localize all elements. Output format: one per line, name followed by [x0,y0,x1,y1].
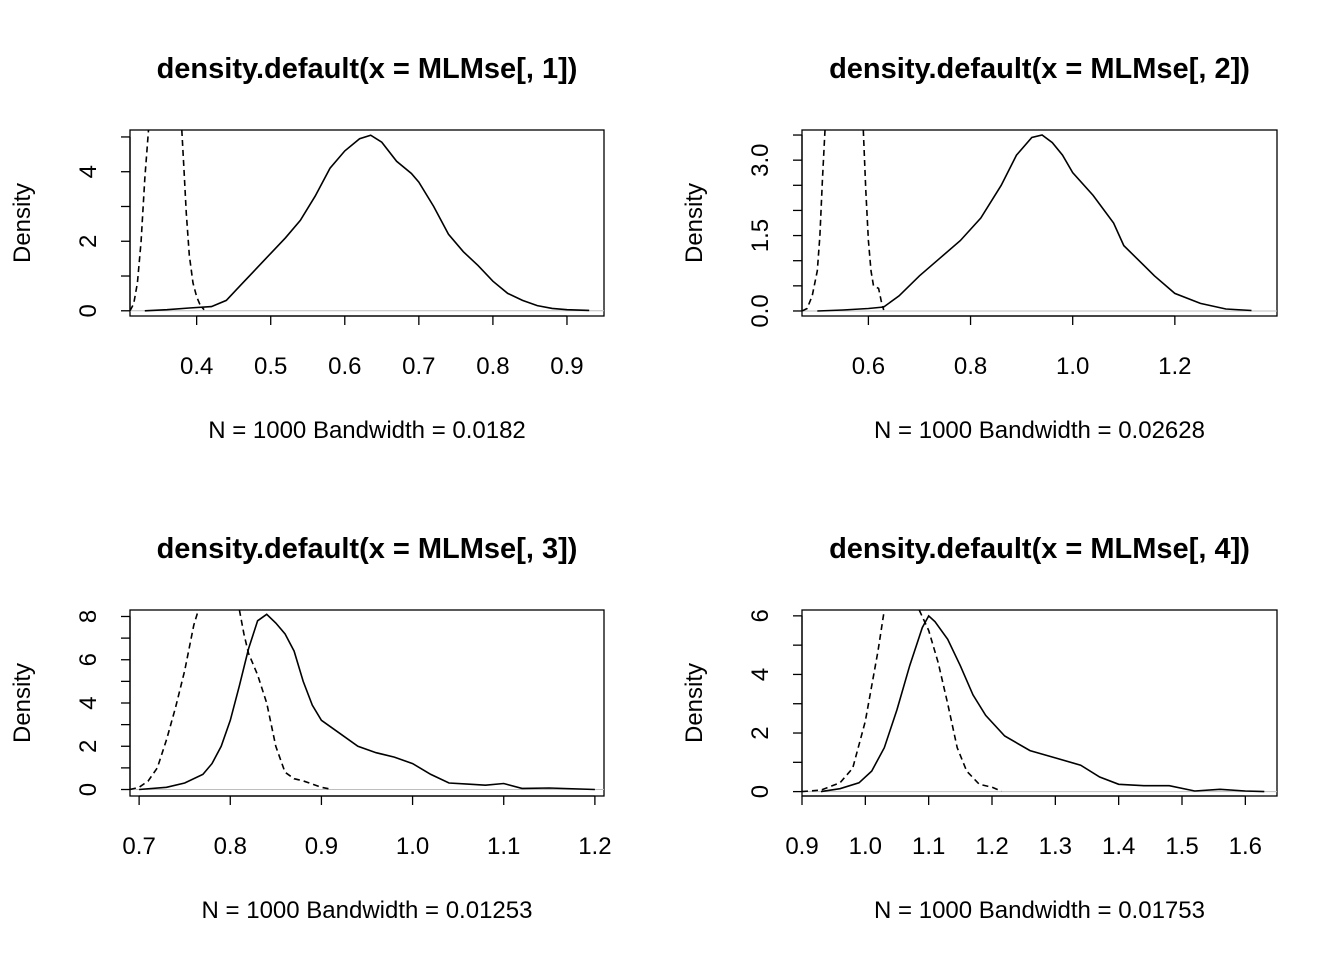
dashed-density-line [862,130,885,311]
x-tick-label: 0.8 [954,353,987,380]
y-tick-label: 0.0 [747,294,774,327]
curves [130,610,595,791]
panel-title: density.default(x = MLMse[, 4]) [829,533,1250,565]
x-tick-label: 1.3 [1039,833,1072,860]
x-tick-label: 1.6 [1229,833,1262,860]
x-tick-label: 1.0 [849,833,882,860]
y-tick-label: 6 [747,609,774,622]
solid-density-line [820,614,1265,793]
y-tick-label: 3.0 [747,143,774,176]
x-tick-label: 0.8 [476,353,509,380]
panel-title: density.default(x = MLMse[, 3]) [157,533,578,565]
x-tick-label: 0.7 [402,353,435,380]
x-tick-label: 1.2 [578,833,611,860]
y-tick-label: 4 [75,696,102,709]
dashed-density-line [918,610,1002,793]
x-tick-label: 1.2 [1158,353,1191,380]
x-tick-label: 0.4 [180,353,213,380]
y-tick-label: 4 [75,165,102,178]
y-axis-label: Density [9,663,36,743]
x-tick-label: 1.1 [487,833,520,860]
plot-frame [129,609,605,797]
density-panel-4: density.default(x = MLMse[, 4]) N = 1000… [681,533,1278,924]
x-tick-label: 0.9 [305,833,338,860]
curves [130,130,590,312]
y-tick-label: 8 [75,610,102,623]
panel-title: density.default(x = MLMse[, 2]) [829,53,1250,85]
density-panel-2: density.default(x = MLMse[, 2]) N = 1000… [681,53,1278,444]
y-tick-label: 0 [75,304,102,317]
x-tick-label: 0.8 [214,833,247,860]
x-tick-label: 0.5 [254,353,287,380]
y-axis-label: Density [681,663,708,743]
solid-density-line [144,134,590,312]
plot-frame [801,129,1278,317]
y-tick-label: 2 [747,726,774,739]
solid-density-line [817,134,1252,312]
x-tick-label: 0.9 [550,353,583,380]
y-tick-label: 4 [747,668,774,681]
x-axis-label: N = 1000 Bandwidth = 0.02628 [874,417,1205,444]
dashed-density-line [802,130,826,312]
x-tick-label: 1.2 [975,833,1008,860]
dashed-density-line [238,610,331,790]
curves [802,610,1265,793]
y-axis-label: Density [9,183,36,263]
x-axis-label: N = 1000 Bandwidth = 0.01253 [202,897,533,924]
y-tick-label: 2 [75,235,102,248]
solid-density-line [139,613,595,791]
x-tick-label: 0.7 [122,833,155,860]
density-panel-3: density.default(x = MLMse[, 3]) N = 1000… [9,533,612,924]
x-axis-label: N = 1000 Bandwidth = 0.0182 [208,417,526,444]
plot-frame [129,129,605,317]
x-axis-label: N = 1000 Bandwidth = 0.01753 [874,897,1205,924]
dashed-density-line [181,130,205,311]
curves [802,130,1252,312]
dashed-density-line [130,130,150,312]
x-tick-label: 1.1 [912,833,945,860]
dashed-density-line [802,610,886,793]
y-axis-label: Density [681,183,708,263]
y-tick-label: 0 [747,785,774,798]
x-tick-label: 1.4 [1102,833,1135,860]
y-tick-label: 1.5 [747,219,774,252]
x-tick-label: 0.6 [852,353,885,380]
y-tick-label: 2 [75,740,102,753]
x-tick-label: 1.0 [396,833,429,860]
x-tick-label: 0.9 [785,833,818,860]
dashed-density-line [130,610,200,791]
panel-title: density.default(x = MLMse[, 1]) [157,53,578,85]
x-tick-label: 1.5 [1165,833,1198,860]
density-panel-1: density.default(x = MLMse[, 1]) N = 1000… [9,53,605,444]
x-tick-label: 1.0 [1056,353,1089,380]
y-tick-label: 0 [75,783,102,796]
y-tick-label: 6 [75,653,102,666]
x-tick-label: 0.6 [328,353,361,380]
